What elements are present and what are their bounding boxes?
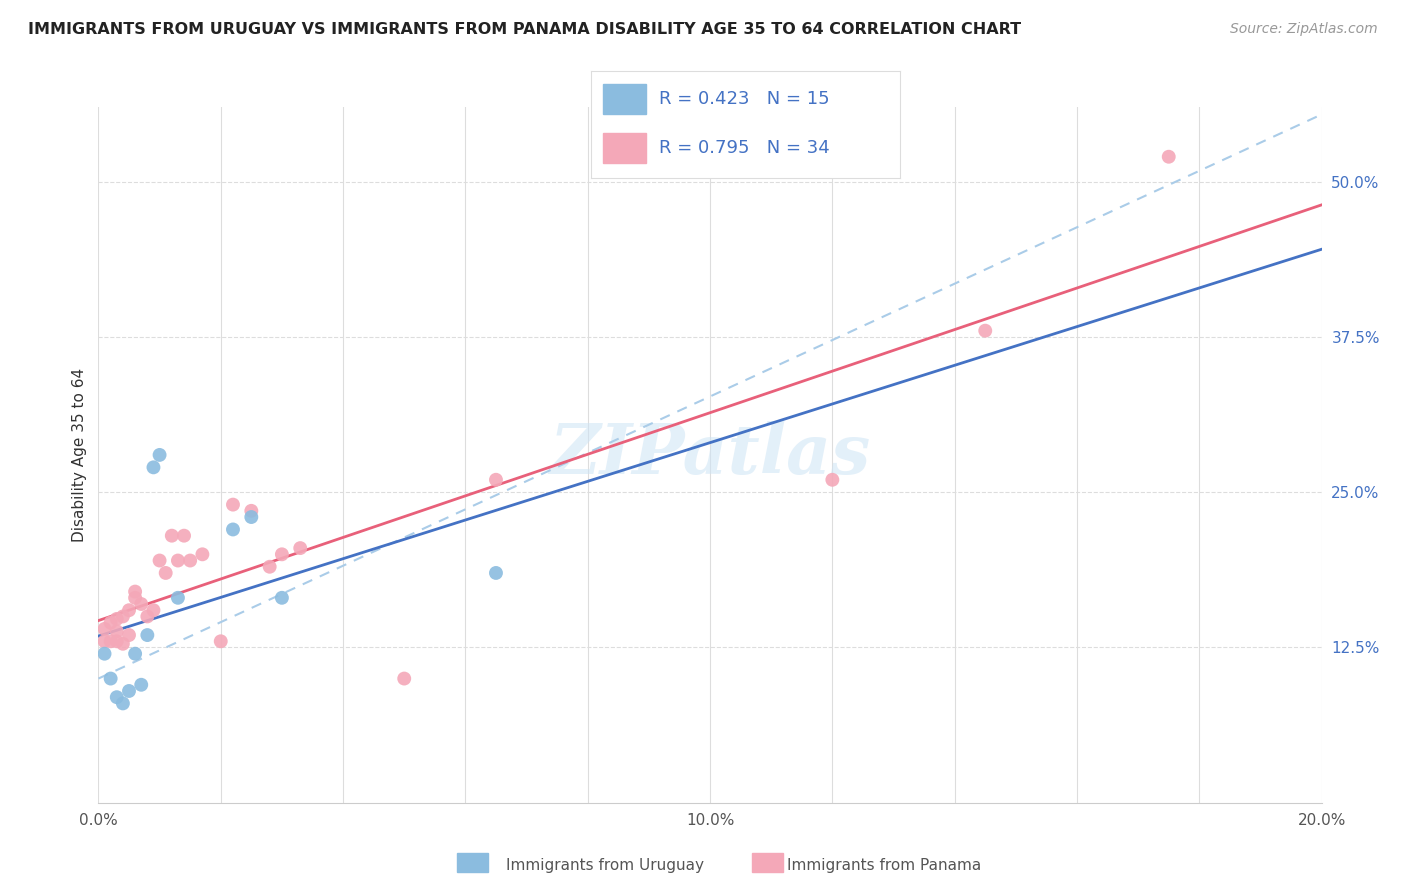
Point (167, 553, 190, 567)
Point (124, 647, 146, 661)
Point (118, 603, 141, 617)
Point (111, 609, 134, 624)
Point (259, 559, 281, 574)
Point (111, 697, 134, 711)
Point (111, 637, 134, 651)
Point (222, 498, 245, 512)
Point (93, 622, 115, 636)
Point (191, 547, 214, 561)
Bar (603, 134, 647, 163)
Text: Immigrants from Uruguay: Immigrants from Uruguay (506, 858, 704, 872)
Point (155, 566, 177, 580)
Text: R = 0.423   N = 15: R = 0.423 N = 15 (658, 90, 830, 108)
Point (93, 634, 115, 648)
Point (142, 460, 165, 475)
Point (105, 634, 128, 648)
Point (100, 634, 122, 648)
Text: Immigrants from Panama: Immigrants from Panama (787, 858, 981, 872)
Point (149, 553, 172, 567)
Bar (457, 853, 488, 872)
Point (290, 541, 312, 555)
Point (160, 529, 183, 543)
Point (105, 624, 128, 639)
Point (179, 553, 201, 567)
Point (149, 448, 172, 462)
Point (240, 510, 263, 524)
Point (129, 597, 152, 611)
Text: Source: ZipAtlas.com: Source: ZipAtlas.com (1230, 22, 1378, 37)
Point (124, 584, 146, 599)
Point (392, 672, 416, 686)
Point (100, 672, 122, 686)
Point (270, 591, 292, 605)
Point (124, 591, 146, 605)
Point (209, 634, 232, 648)
Point (974, 324, 997, 338)
Point (136, 628, 159, 642)
Text: R = 0.795   N = 34: R = 0.795 N = 34 (658, 139, 830, 157)
Text: IMMIGRANTS FROM URUGUAY VS IMMIGRANTS FROM PANAMA DISABILITY AGE 35 TO 64 CORREL: IMMIGRANTS FROM URUGUAY VS IMMIGRANTS FR… (28, 22, 1021, 37)
Point (118, 628, 141, 642)
Text: ZIPatlas: ZIPatlas (550, 421, 870, 489)
Point (93, 647, 115, 661)
Point (129, 678, 152, 692)
Point (105, 690, 128, 705)
Point (105, 612, 128, 626)
Point (1157, 150, 1180, 164)
Point (100, 615, 122, 630)
Point (222, 523, 245, 537)
Point (118, 684, 141, 698)
Point (485, 566, 508, 580)
Point (142, 603, 165, 617)
Point (270, 547, 292, 561)
Point (485, 473, 508, 487)
Bar (752, 853, 783, 872)
Bar (603, 84, 647, 114)
Point (136, 609, 159, 624)
Point (167, 591, 190, 605)
Point (240, 504, 263, 518)
Point (173, 529, 195, 543)
Y-axis label: Disability Age 35 to 64: Disability Age 35 to 64 (72, 368, 87, 542)
Point (821, 473, 844, 487)
